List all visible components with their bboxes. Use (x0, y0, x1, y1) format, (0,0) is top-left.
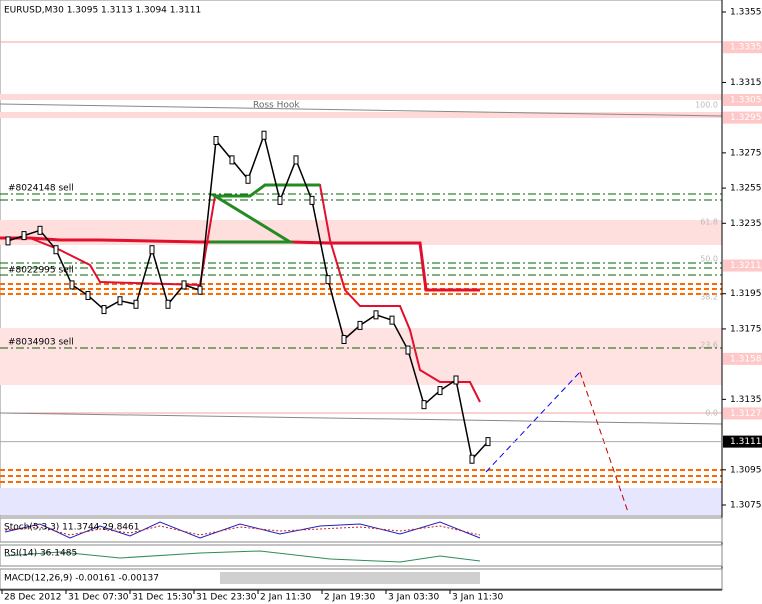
level-label: 1.3305 (730, 96, 762, 106)
order-label: #8034903 sell (8, 338, 74, 348)
level-box (723, 407, 762, 420)
level-box (723, 352, 762, 365)
macd-histogram (220, 572, 480, 584)
time-label: 31 Dec 15:30 (132, 593, 193, 603)
candle (117, 296, 123, 306)
rsi-label: RSI(14) 36.1485 (4, 549, 77, 559)
level-label: 1.3335 (730, 43, 762, 53)
fib-label: 61.8 (700, 218, 718, 227)
stoch-main (4, 521, 481, 539)
main-pane (0, 0, 723, 517)
projection-up (485, 371, 581, 473)
fib-label: 23.6 (700, 341, 718, 350)
stoch-signal (4, 525, 481, 536)
zone (0, 112, 722, 118)
order-label: #8024148 sell (8, 184, 74, 194)
price-label: 1.3175 (730, 324, 762, 334)
candle (165, 299, 171, 309)
candle (21, 231, 27, 241)
price-label: 1.3075 (730, 501, 762, 511)
candle (437, 386, 443, 396)
time-label: 3 Jan 03:30 (388, 593, 440, 603)
candle (469, 454, 475, 464)
price-label: 1.3195 (730, 289, 762, 299)
candle (453, 375, 459, 385)
candle (357, 320, 363, 330)
current-price-box (723, 435, 762, 448)
candle (309, 195, 315, 205)
candle (133, 299, 139, 309)
candle (69, 280, 75, 290)
trend-line (0, 103, 723, 117)
rsi-pane (0, 544, 723, 567)
order-label: #8022995 sell (8, 266, 74, 276)
price-label: 1.3275 (730, 148, 762, 158)
candle (197, 285, 203, 295)
trend-line (0, 412, 723, 425)
stoch-label: Stoch(5,3,3) 11.3744 29.8461 (4, 523, 139, 533)
zone (0, 328, 722, 385)
candle (101, 305, 107, 315)
candle (229, 155, 235, 165)
zone (0, 488, 722, 515)
candle (293, 155, 299, 165)
level-box (723, 94, 762, 107)
candle (245, 174, 251, 184)
time-label: 28 Dec 2012 (4, 593, 62, 603)
current-price-label: 1.3111 (730, 437, 762, 447)
zone (0, 94, 722, 100)
level-label: 1.3127 (730, 409, 762, 419)
candle (341, 334, 347, 344)
level-label: 1.3295 (730, 113, 762, 123)
macd-label: MACD(12,26,9) -0.00161 -0.00137 (4, 574, 159, 584)
green-line (209, 183, 320, 244)
time-label: 3 Jan 11:30 (452, 593, 504, 603)
candle (373, 310, 379, 320)
time-label: 31 Dec 23:30 (196, 593, 257, 603)
price-label: 1.3355 (730, 8, 762, 18)
time-label: 2 Jan 11:30 (260, 593, 312, 603)
candle (181, 280, 187, 290)
price-label: 1.3095 (730, 465, 762, 475)
fib-label: 38.2 (700, 293, 718, 302)
candle (5, 236, 11, 246)
fib-label: 0.0 (705, 409, 718, 418)
fib-label: 100.0 (695, 101, 718, 110)
ross-hook-label: Ross Hook (253, 101, 300, 111)
time-label: 2 Jan 19:30 (324, 593, 376, 603)
level-label: 1.3211 (730, 261, 762, 271)
price-label: 1.3315 (730, 78, 762, 88)
candle (405, 345, 411, 355)
candle (325, 275, 331, 285)
candle (485, 437, 491, 447)
candle (149, 245, 155, 255)
price-label: 1.3135 (730, 395, 762, 405)
symbol-header: EURUSD,M30 1.3095 1.3113 1.3094 1.3111 (4, 6, 201, 16)
candle (277, 195, 283, 205)
time-label: 31 Dec 07:30 (68, 593, 129, 603)
stoch-pane (0, 517, 723, 543)
candle (213, 136, 219, 146)
price-label: 1.3235 (730, 219, 762, 229)
fib-label: 50.0 (700, 255, 718, 264)
candle (53, 245, 59, 255)
level-box (723, 41, 762, 54)
price-label: 1.3255 (730, 184, 762, 194)
orange-levels (0, 283, 722, 483)
candle (421, 400, 427, 410)
level-box (723, 111, 762, 124)
candle (37, 225, 43, 235)
level-label: 1.3158 (730, 354, 762, 364)
candle (261, 130, 267, 140)
level-box (723, 259, 762, 272)
candle (85, 290, 91, 300)
rsi-line (4, 550, 481, 563)
candle (389, 315, 395, 325)
